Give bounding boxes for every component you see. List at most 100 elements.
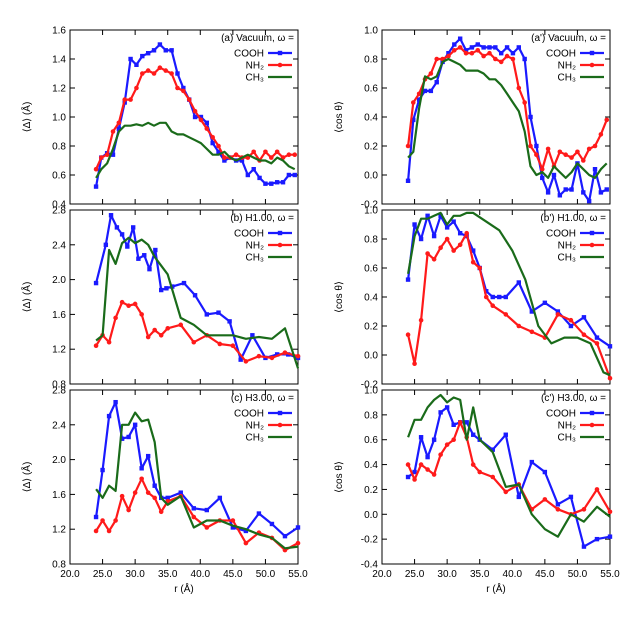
x-tick-label: 35.0 bbox=[470, 569, 490, 580]
data-point bbox=[425, 467, 430, 472]
data-point bbox=[555, 309, 561, 314]
data-point bbox=[256, 511, 262, 516]
legend-label: COOH bbox=[234, 409, 264, 420]
chart-panel-3: 0.8 1.2 1.6 2.0 2.4 2.8 ⟨Δ⟩ (Å) (b) H1.00, ω = C… bbox=[20, 206, 301, 391]
data-point bbox=[434, 56, 440, 62]
data-point bbox=[116, 126, 122, 131]
data-point bbox=[607, 344, 613, 349]
data-point bbox=[139, 466, 144, 471]
data-point bbox=[163, 48, 168, 53]
data-point bbox=[216, 149, 221, 154]
data-point bbox=[545, 190, 551, 195]
data-point bbox=[222, 155, 227, 160]
y-tick-label: 1.2 bbox=[52, 84, 66, 95]
legend-marker bbox=[277, 62, 283, 68]
data-point bbox=[418, 462, 424, 467]
data-point bbox=[598, 190, 604, 195]
data-point bbox=[274, 180, 280, 185]
data-point bbox=[192, 108, 198, 114]
chart-panel-4: -0.2 0.0 0.2 0.4 0.6 0.8 1.0 ⟨cos θ⟩ (b') H1.00,… bbox=[334, 206, 613, 391]
data-point bbox=[100, 518, 105, 523]
data-point bbox=[145, 453, 151, 459]
data-point bbox=[457, 36, 463, 41]
data-point bbox=[490, 474, 496, 480]
series-line-2 bbox=[95, 411, 299, 550]
y-tick-label: 0.4 bbox=[52, 200, 66, 211]
data-point bbox=[292, 172, 297, 178]
data-point bbox=[295, 353, 301, 359]
data-point bbox=[493, 56, 498, 62]
data-point bbox=[126, 434, 131, 440]
data-point bbox=[607, 375, 613, 381]
data-point bbox=[529, 329, 535, 335]
data-point bbox=[269, 181, 274, 186]
x-tick-label: 30.0 bbox=[437, 569, 457, 580]
data-point bbox=[592, 167, 598, 172]
data-point bbox=[457, 45, 463, 50]
data-point bbox=[529, 309, 535, 314]
y-tick-label: 2.0 bbox=[52, 455, 66, 466]
legend-marker bbox=[277, 410, 283, 416]
data-point bbox=[93, 528, 99, 534]
legend-label: CH₃ bbox=[557, 253, 576, 264]
data-point bbox=[471, 432, 476, 437]
data-point bbox=[555, 502, 561, 507]
data-point bbox=[93, 514, 99, 520]
data-point bbox=[116, 120, 122, 126]
data-point bbox=[604, 117, 610, 123]
data-point bbox=[438, 213, 443, 218]
series-line-1 bbox=[95, 477, 299, 552]
series-line-0 bbox=[95, 401, 299, 538]
data-point bbox=[263, 181, 268, 186]
data-point bbox=[405, 332, 411, 338]
legend-label: COOH bbox=[546, 49, 576, 60]
chart-panel-5: 0.8 1.2 1.6 2.0 2.4 2.8 20.0 25.0 30.0 35.0 40.0 45… bbox=[20, 386, 308, 596]
chart-panel-2: -0.2 0.0 0.2 0.4 0.6 0.8 1.0 ⟨cos θ⟩ (a') Vacuum… bbox=[334, 26, 611, 211]
data-point bbox=[490, 294, 495, 300]
data-point bbox=[110, 129, 116, 134]
y-tick-label: 1.0 bbox=[364, 206, 378, 217]
data-point bbox=[431, 233, 437, 239]
data-point bbox=[464, 230, 469, 236]
data-point bbox=[268, 155, 274, 160]
data-point bbox=[416, 91, 422, 97]
data-point bbox=[418, 236, 424, 242]
y-tick-label: 1.2 bbox=[52, 525, 66, 536]
data-point bbox=[470, 259, 476, 265]
data-point bbox=[425, 251, 430, 256]
data-point bbox=[487, 45, 492, 50]
data-point bbox=[510, 56, 516, 62]
legend-label: COOH bbox=[546, 229, 576, 240]
data-point bbox=[280, 180, 286, 185]
x-axis-label: r (Å) bbox=[174, 582, 193, 595]
data-point bbox=[481, 45, 486, 50]
data-point bbox=[477, 469, 483, 475]
data-point bbox=[191, 339, 197, 345]
data-point bbox=[157, 65, 163, 70]
data-point bbox=[594, 536, 600, 542]
data-point bbox=[126, 303, 131, 309]
legend-label: COOH bbox=[234, 229, 264, 240]
data-point bbox=[134, 62, 139, 67]
data-point bbox=[412, 222, 417, 227]
data-point bbox=[145, 334, 151, 340]
data-point bbox=[250, 333, 255, 338]
legend-marker bbox=[589, 242, 595, 248]
data-point bbox=[256, 353, 262, 359]
legend-marker bbox=[589, 410, 595, 416]
y-axis-label: ⟨cos θ⟩ bbox=[334, 281, 345, 313]
data-point bbox=[477, 265, 483, 271]
data-point bbox=[295, 540, 301, 546]
data-point bbox=[594, 341, 600, 346]
data-point bbox=[516, 85, 522, 91]
data-point bbox=[503, 294, 508, 300]
data-point bbox=[522, 56, 527, 62]
data-point bbox=[516, 323, 522, 329]
data-point bbox=[557, 149, 563, 155]
legend-label: NH₂ bbox=[246, 61, 264, 72]
chart-panel-1: 0.4 0.6 0.8 1.0 1.2 1.4 1.6 ⟨Δ⟩ (Å) (a) Vacuum, … bbox=[20, 26, 299, 211]
panel-title: (b') H1.00, ω = bbox=[540, 213, 606, 224]
data-point bbox=[542, 497, 548, 502]
data-point bbox=[113, 518, 118, 523]
legend-marker bbox=[589, 422, 595, 428]
